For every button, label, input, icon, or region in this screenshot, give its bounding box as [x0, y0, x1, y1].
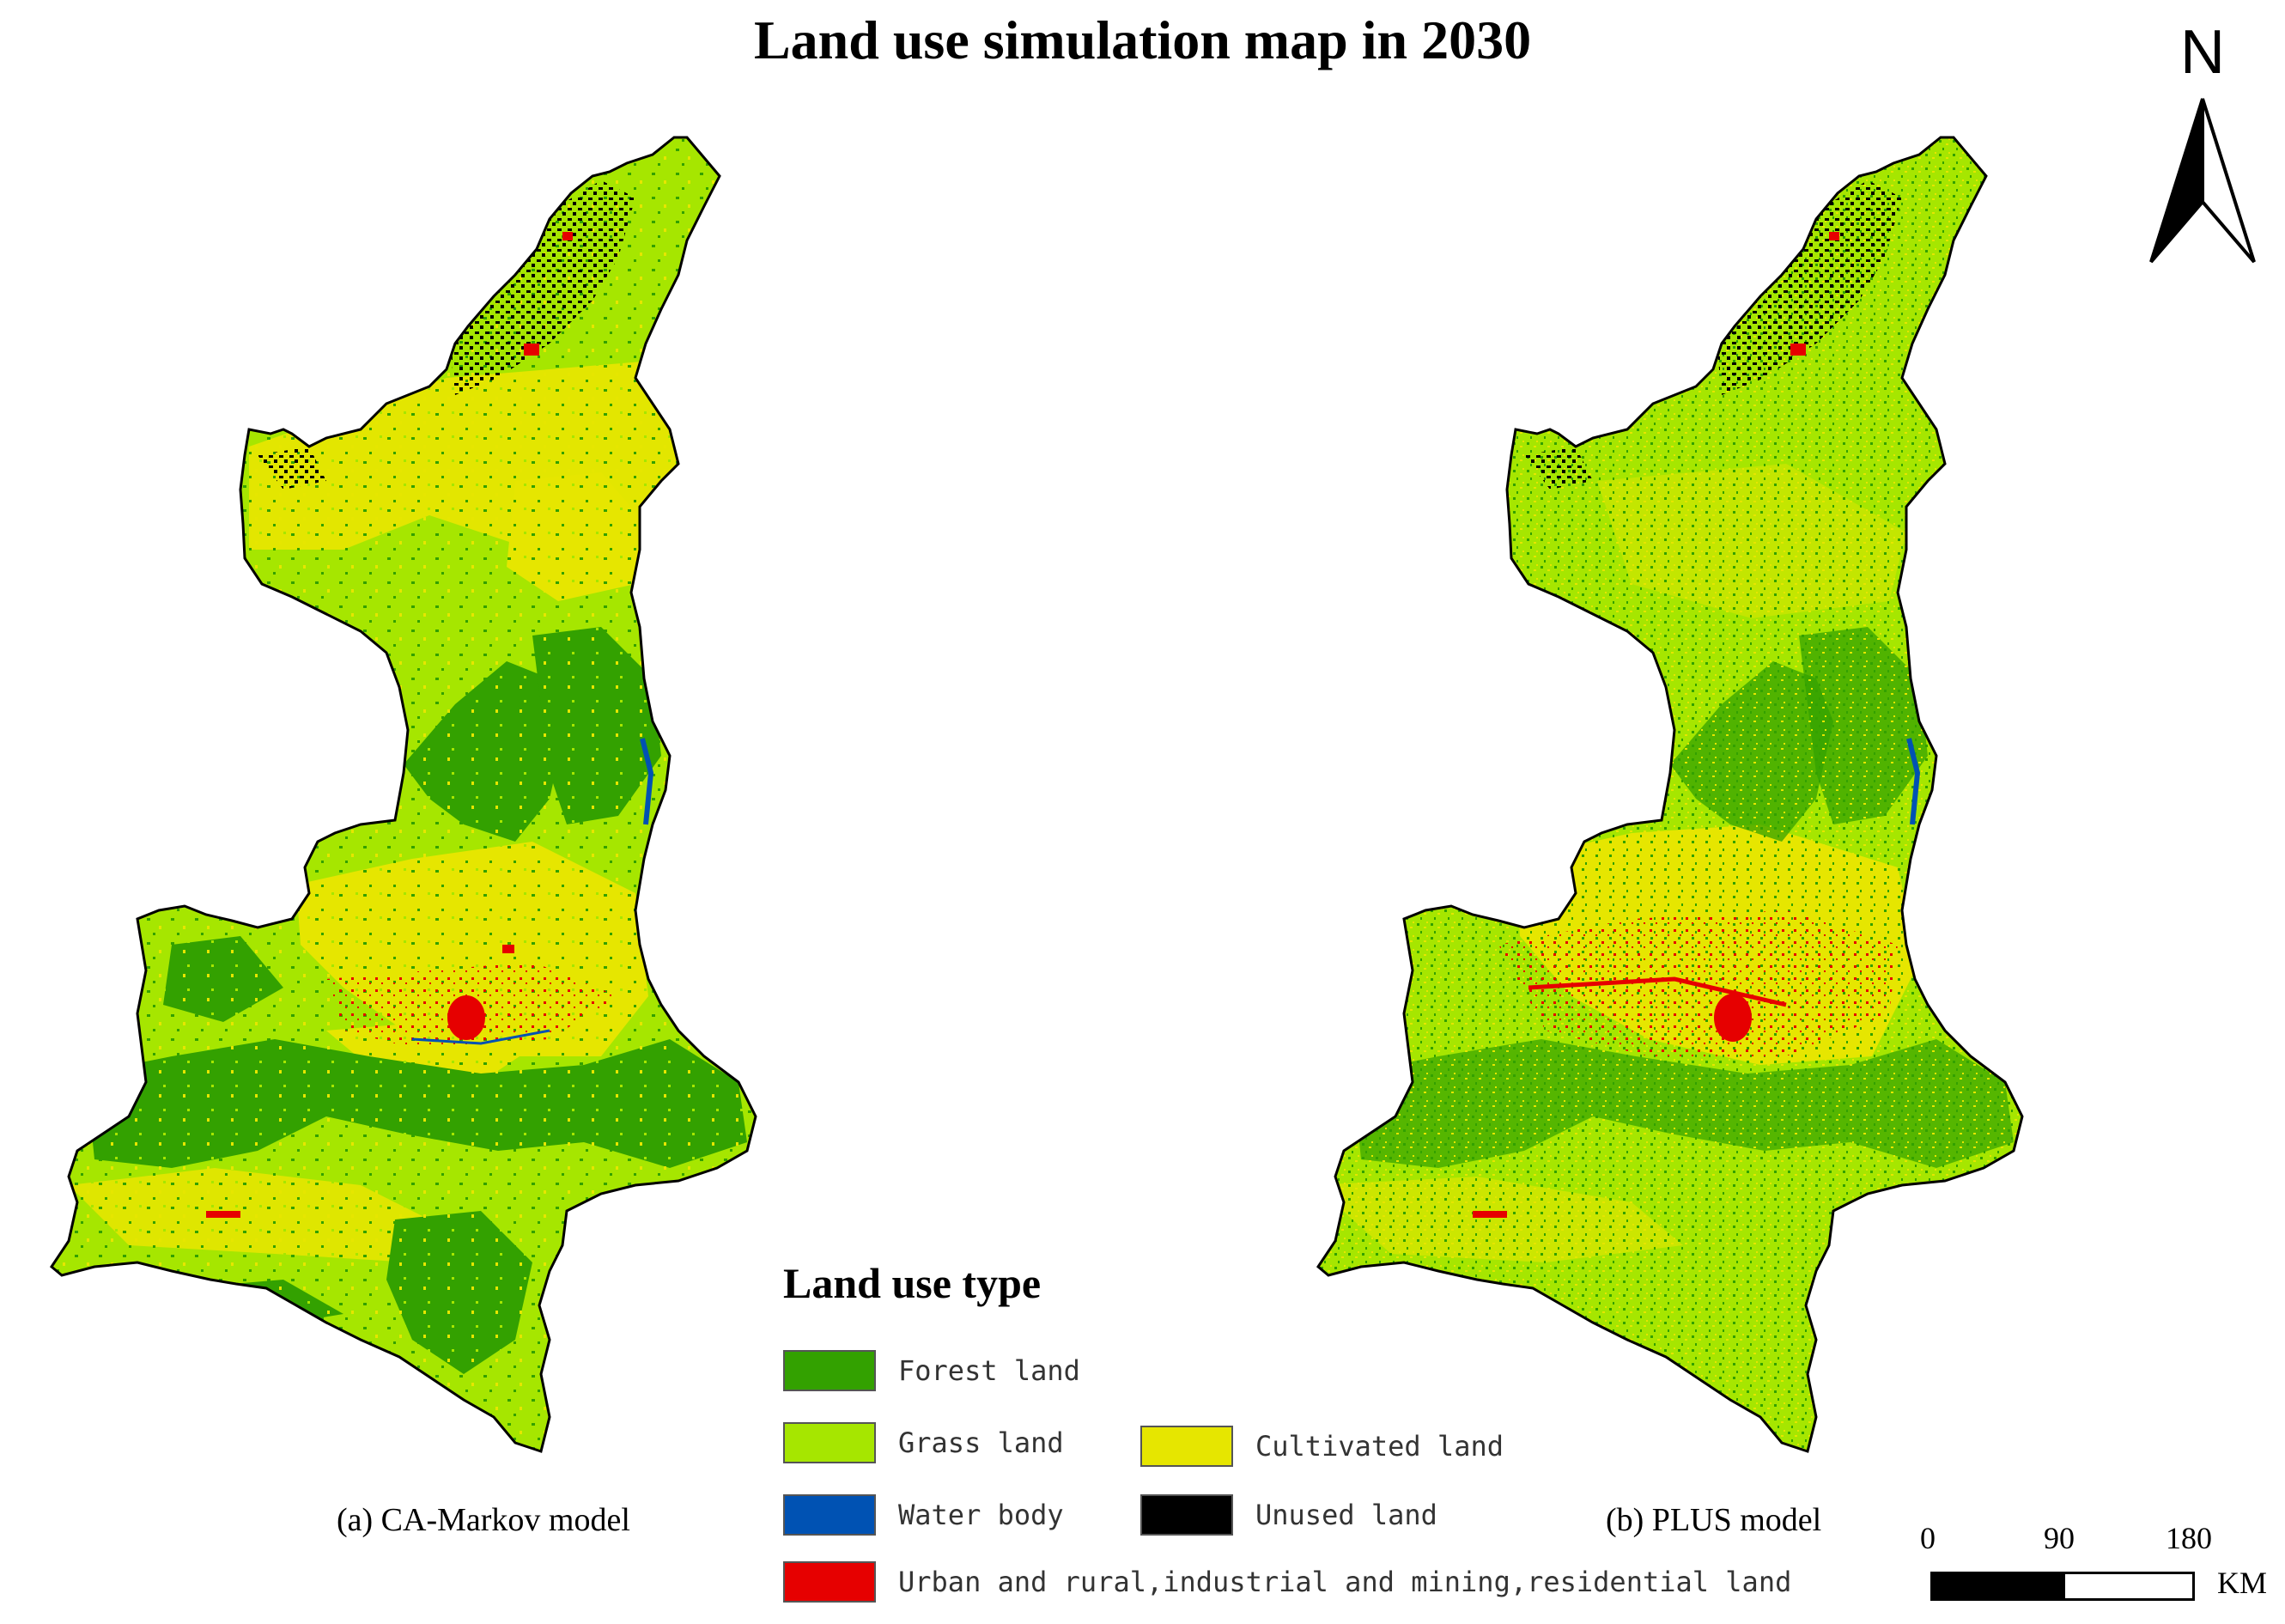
scale-tick-90: 90 — [2044, 1521, 2075, 1555]
map-b-caption: (b) PLUS model — [1606, 1502, 1822, 1538]
north-arrow: N — [2147, 17, 2258, 266]
legend-swatch-grass — [783, 1422, 876, 1463]
legend-swatch-water — [783, 1494, 876, 1536]
legend-item-water: Water body — [783, 1494, 1064, 1536]
map-a-caption: (a) CA-Markov model — [337, 1502, 630, 1538]
scale-tick-180: 180 — [2166, 1521, 2212, 1555]
map-b — [1316, 136, 2024, 1453]
legend-item-forest: Forest land — [783, 1350, 1080, 1391]
legend-swatch-urban — [783, 1561, 876, 1603]
scale-unit: KM — [2217, 1566, 2268, 1600]
scale-bar: 0 90 180 KM — [1915, 1520, 2284, 1615]
legend-label-forest: Forest land — [898, 1354, 1080, 1387]
legend-item-unused: Unused land — [1140, 1494, 1437, 1536]
legend-label-water: Water body — [898, 1499, 1064, 1531]
legend-title: Land use type — [783, 1259, 1042, 1307]
legend-item-urban: Urban and rural,industrial and mining,re… — [783, 1561, 1791, 1603]
legend-label-urban: Urban and rural,industrial and mining,re… — [898, 1566, 1792, 1598]
north-letter: N — [2180, 18, 2225, 87]
legend-swatch-cultivated — [1140, 1426, 1233, 1467]
legend-swatch-unused — [1140, 1494, 1233, 1536]
map-a — [50, 136, 757, 1453]
legend-item-grass: Grass land — [783, 1422, 1064, 1463]
legend-swatch-forest — [783, 1350, 876, 1391]
map-title: Land use simulation map in 2030 — [753, 9, 1532, 70]
scale-tick-0: 0 — [1920, 1521, 1936, 1555]
legend-label-cultivated: Cultivated land — [1255, 1430, 1504, 1463]
scale-segment-white — [2063, 1572, 2195, 1601]
scale-segment-black — [1930, 1572, 2063, 1601]
legend-label-unused: Unused land — [1255, 1499, 1437, 1531]
legend-item-cultivated: Cultivated land — [1140, 1426, 1504, 1467]
north-arrow-icon — [2149, 98, 2256, 264]
legend-label-grass: Grass land — [898, 1426, 1064, 1459]
